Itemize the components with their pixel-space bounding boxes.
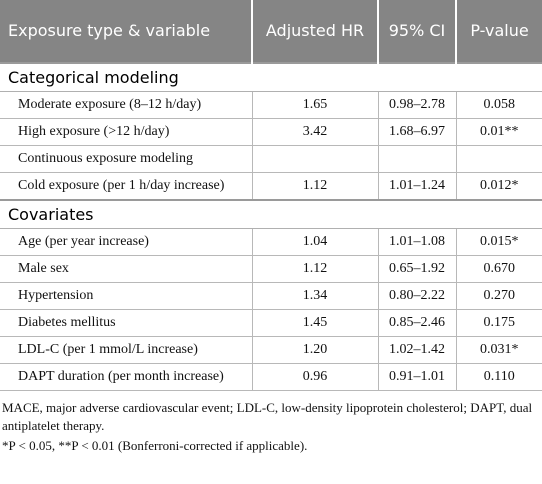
cell: 0.96 — [251, 363, 378, 391]
cell: Male sex — [0, 255, 252, 283]
cell: Cold exposure (per 1 h/day increase) — [0, 172, 252, 201]
data-row: Age (per year increase) 1.04 1.01–1.08 0.01… — [0, 228, 542, 256]
cell: 0.80–2.22 — [377, 282, 456, 310]
data-row: Diabetes mellitus 1.45 0.85–2.46 0.175 — [0, 309, 542, 337]
cell: 1.01–1.08 — [377, 228, 456, 256]
cell: 1.34 — [251, 282, 378, 310]
header-row: Exposure type & variable Adjusted HR 95% C… — [0, 0, 542, 63]
cell: 0.65–1.92 — [377, 255, 456, 283]
cell: 1.01–1.24 — [377, 172, 456, 201]
data-row: LDL-C (per 1 mmol/L increase) 1.20 1.02–1.… — [0, 336, 542, 364]
cell: 1.45 — [251, 309, 378, 337]
cell: Hypertension — [0, 282, 252, 310]
cell: 0.85–2.46 — [377, 309, 456, 337]
cell: 0.270 — [455, 282, 542, 310]
footnotes: MACE, major adverse cardiovascular event… — [0, 399, 542, 455]
cell: High exposure (>12 h/day) — [0, 118, 252, 146]
cell: 0.110 — [455, 363, 542, 391]
section-title: Covariates — [0, 199, 542, 229]
cell: LDL-C (per 1 mmol/L increase) — [0, 336, 252, 364]
data-row: Hypertension 1.34 0.80–2.22 0.270 — [0, 282, 542, 310]
cell: 0.058 — [455, 91, 542, 119]
cell: 1.12 — [251, 255, 378, 283]
cell: Age (per year increase) — [0, 228, 252, 256]
cell: 0.015* — [455, 228, 542, 256]
cell: 1.20 — [251, 336, 378, 364]
data-row: High exposure (>12 h/day) 3.42 1.68–6.97 0.… — [0, 118, 542, 146]
data-row: Moderate exposure (8–12 h/day) 1.65 0.98–2… — [0, 91, 542, 119]
section-row: Covariates — [0, 199, 542, 229]
cell: 1.65 — [251, 91, 378, 119]
empty-cell — [455, 145, 542, 173]
cell: 0.98–2.78 — [377, 91, 456, 119]
cell: Diabetes mellitus — [0, 309, 252, 337]
header-cell: Adjusted HR — [251, 0, 378, 63]
cell: 0.01** — [455, 118, 542, 146]
cell: 0.012* — [455, 172, 542, 201]
section-row: Categorical modeling — [0, 62, 542, 92]
cell: 0.670 — [455, 255, 542, 283]
cell: Moderate exposure (8–12 h/day) — [0, 91, 252, 119]
header-cell: Exposure type & variable — [0, 0, 252, 63]
cell: 1.02–1.42 — [377, 336, 456, 364]
cell: 1.68–6.97 — [377, 118, 456, 146]
cell: 0.175 — [455, 309, 542, 337]
footnote: *P < 0.05, **P < 0.01 (Bonferroni-correc… — [2, 438, 308, 453]
cell: 1.12 — [251, 172, 378, 201]
header-cell: 95% CI — [377, 0, 456, 63]
footnote: MACE, major adverse cardiovascular event… — [2, 400, 533, 433]
cell: 1.04 — [251, 228, 378, 256]
data-row: Continuous exposure modeling — [0, 145, 542, 173]
cell: 3.42 — [251, 118, 378, 146]
empty-cell — [377, 145, 456, 173]
section-title: Categorical modeling — [0, 62, 542, 92]
cell: 0.031* — [455, 336, 542, 364]
results-table: Exposure type & variable Adjusted HR 95% C… — [0, 0, 542, 391]
data-row: Cold exposure (per 1 h/day increase) 1.12… — [0, 172, 542, 201]
data-row: Male sex 1.12 0.65–1.92 0.670 — [0, 255, 542, 283]
empty-cell — [251, 145, 378, 173]
cell: DAPT duration (per month increase) — [0, 363, 252, 391]
cell: Continuous exposure modeling — [0, 145, 252, 173]
cell: 0.91–1.01 — [377, 363, 456, 391]
data-row: DAPT duration (per month increase) 0.96 0.… — [0, 363, 542, 391]
header-cell: P-value — [455, 0, 542, 63]
